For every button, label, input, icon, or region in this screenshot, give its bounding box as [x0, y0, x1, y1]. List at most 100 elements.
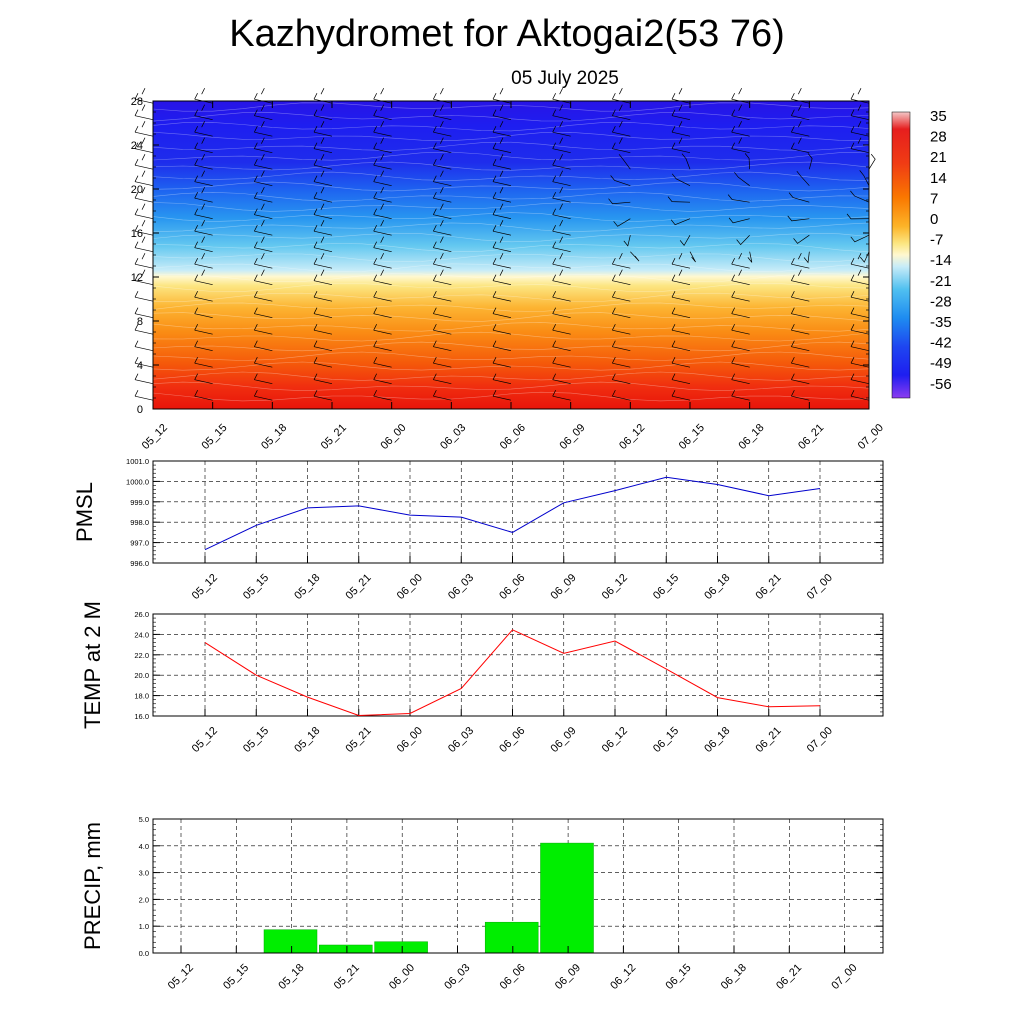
wind-barb	[433, 357, 452, 368]
wind-barb	[791, 340, 810, 352]
wind-barb	[612, 137, 631, 154]
cs-ytick-label: 20	[131, 184, 143, 196]
wind-barb	[552, 357, 571, 368]
cs-xtick-label: 06_09	[557, 422, 587, 452]
contour-line	[152, 191, 870, 202]
wind-barb	[612, 390, 631, 401]
wind-barb	[134, 269, 154, 286]
wind-barb	[850, 373, 870, 385]
wind-barb	[850, 253, 870, 269]
contour-line	[152, 351, 870, 361]
xtick-label: 05_15	[221, 962, 251, 992]
wind-barb	[254, 373, 273, 385]
wind-barb	[433, 170, 452, 187]
temp-panel: 16.0 18.0 20.0 22.0 24.0 26.0 05_12 05_15 05_18 0…	[80, 601, 884, 755]
contour-line	[152, 112, 870, 122]
wind-barb	[194, 253, 213, 269]
wind-barb	[850, 357, 870, 368]
colorbar-labels: 35 28 21 14 7 0 -7 -14 -21 -28 -35 -42 -49 -56	[930, 108, 952, 393]
colorbar-label: -14	[930, 252, 952, 269]
wind-barb	[194, 187, 213, 203]
wind-barb	[373, 121, 392, 137]
wind-barb	[254, 324, 273, 335]
wind-barb	[194, 137, 213, 154]
wind-barb	[791, 373, 810, 385]
pmsl-axis-title: PMSL	[72, 482, 97, 542]
temp-series-line	[204, 629, 821, 717]
wind-barb	[850, 269, 870, 286]
wind-barb	[433, 137, 452, 154]
wind-barb	[612, 269, 631, 286]
wind-barb	[859, 170, 870, 186]
wind-barb	[313, 236, 333, 253]
wind-barb	[254, 269, 273, 286]
xtick-label: 06_18	[719, 962, 749, 992]
xtick-label: 06_21	[774, 962, 804, 992]
colorbar-label: -42	[930, 335, 952, 352]
xtick-label: 06_09	[553, 962, 583, 992]
colorbar-label: -7	[930, 232, 943, 249]
wind-barb	[373, 291, 392, 302]
contour-line	[152, 273, 870, 283]
wind-barb	[254, 390, 273, 401]
wind-barb	[134, 324, 154, 335]
wind-barb	[492, 307, 512, 319]
wind-barb	[796, 170, 810, 186]
contour-line	[152, 243, 870, 253]
wind-barb	[612, 340, 631, 352]
xtick-label: 07_00	[805, 725, 835, 755]
contour-lines	[152, 102, 870, 402]
contour-line	[152, 222, 870, 233]
wind-barb	[731, 307, 750, 319]
cs-ytick-label: 8	[137, 316, 143, 328]
wind-barb	[612, 373, 631, 385]
xtick-label: 06_12	[608, 962, 638, 992]
wind-barb	[373, 269, 392, 286]
ytick-label: 2.0	[139, 895, 149, 904]
xtick-label: 06_06	[498, 962, 528, 992]
wind-barb	[610, 175, 631, 187]
wind-barb	[373, 236, 392, 253]
pmsl-series-line	[204, 476, 821, 551]
wind-barb	[254, 307, 273, 319]
wind-barb	[731, 324, 750, 335]
wind-barb	[254, 253, 273, 269]
contour-line	[152, 302, 870, 312]
wind-barb	[731, 357, 750, 368]
wind-barb	[194, 154, 213, 170]
wind-barb	[850, 137, 870, 154]
wind-barb	[552, 324, 571, 335]
wind-barb	[433, 324, 452, 335]
wind-barb	[612, 121, 631, 137]
wind-barb	[254, 236, 273, 253]
wind-barb	[194, 203, 213, 220]
wind-barbs	[134, 88, 876, 401]
wind-barb	[552, 170, 571, 187]
contour-line	[152, 202, 870, 212]
wind-barb	[134, 121, 154, 137]
wind-barb	[134, 137, 154, 154]
wind-barb	[612, 357, 631, 368]
wind-barb	[373, 170, 392, 187]
colorbar-label: 0	[930, 211, 938, 228]
xtick-label: 05_15	[241, 725, 271, 755]
cs-xtick-label: 06_21	[796, 422, 826, 452]
xtick-label: 06_00	[395, 572, 425, 602]
xtick-label: 06_12	[600, 725, 630, 755]
xtick-label: 05_12	[190, 572, 220, 602]
contour-line	[152, 322, 870, 332]
ytick-label: 22.0	[134, 651, 149, 660]
precip-bar	[484, 921, 539, 954]
wind-barb	[492, 390, 512, 401]
xtick-label: 06_03	[442, 962, 472, 992]
wind-barb	[492, 220, 512, 236]
wind-barb	[552, 236, 571, 253]
cross-section-panel: 0 4 8 12 16 20 24 28 05_12 05_15 05_18 05_21 06_00 0…	[131, 88, 886, 452]
xtick-label: 07_00	[829, 962, 859, 992]
precip-axis-title: PRECIP, mm	[80, 822, 105, 950]
wind-barb	[373, 137, 392, 154]
colorbar-label: 7	[930, 190, 938, 207]
ytick-label: 3.0	[139, 869, 149, 878]
temp-axes: 16.0 18.0 20.0 22.0 24.0 26.0 05_12 05_15 05_18 0…	[134, 610, 883, 755]
